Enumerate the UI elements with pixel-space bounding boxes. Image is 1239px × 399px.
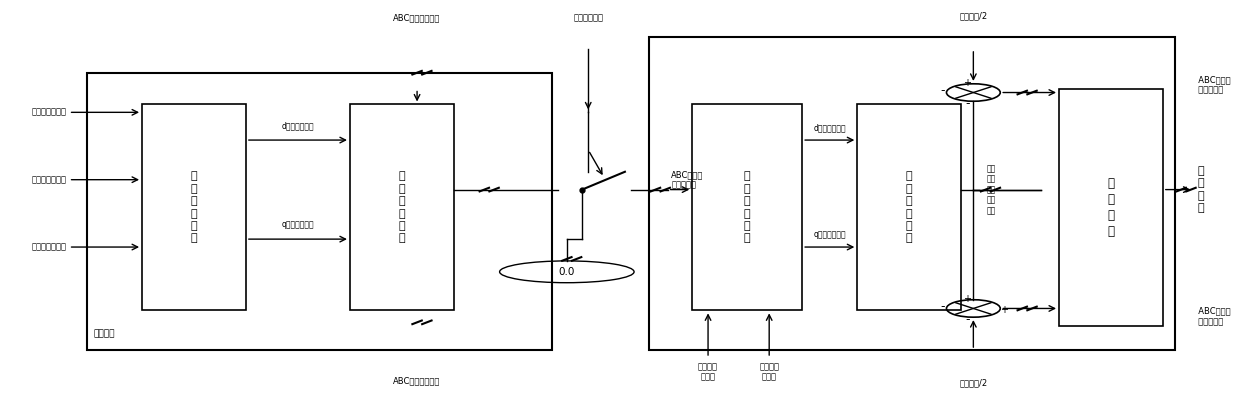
Text: ABC相下桥臂电流: ABC相下桥臂电流: [394, 377, 441, 386]
FancyBboxPatch shape: [1059, 89, 1163, 326]
Text: 内
环
电
流
控
制: 内 环 电 流 控 制: [906, 172, 912, 243]
Text: 环流控制: 环流控制: [93, 329, 114, 338]
Text: 交流侧有功功率: 交流侧有功功率: [31, 175, 66, 184]
Text: -: -: [965, 313, 969, 326]
Text: 调
制
算
法: 调 制 算 法: [1108, 177, 1114, 238]
Text: 0.0: 0.0: [559, 267, 575, 277]
Text: 环流控制使能: 环流控制使能: [574, 13, 603, 22]
Text: 直流电压/2: 直流电压/2: [959, 379, 987, 388]
FancyBboxPatch shape: [87, 73, 551, 350]
Text: 环
流
内
环
控
制: 环 流 内 环 控 制: [399, 172, 405, 243]
Text: 直流电压/2: 直流电压/2: [959, 11, 987, 20]
Text: ABC相上桥
  臂参考电压: ABC相上桥 臂参考电压: [1193, 75, 1232, 94]
Text: q轴电流参考值: q轴电流参考值: [813, 230, 846, 239]
Text: ABC相上桥臂电流: ABC相上桥臂电流: [394, 13, 441, 22]
Text: ABC相下桥
  臂参考电压: ABC相下桥 臂参考电压: [1193, 307, 1232, 326]
FancyBboxPatch shape: [857, 105, 961, 310]
Text: 无功功率
参考值: 无功功率 参考值: [760, 362, 779, 381]
FancyBboxPatch shape: [349, 105, 453, 310]
Text: 触
发
脉
冲: 触 发 脉 冲: [1197, 166, 1204, 213]
Text: -: -: [965, 97, 969, 110]
Text: d轴环流参考值: d轴环流参考值: [281, 121, 315, 130]
Text: +: +: [963, 78, 971, 88]
Text: 阀电流目标峰值: 阀电流目标峰值: [31, 108, 66, 117]
Text: +: +: [1000, 306, 1007, 316]
Text: -: -: [940, 84, 945, 97]
Text: 环
流
外
环
控
制: 环 流 外 环 控 制: [191, 172, 197, 243]
FancyBboxPatch shape: [142, 105, 245, 310]
Text: d轴电流参考值: d轴电流参考值: [813, 123, 846, 132]
Text: 有功功率
参考值: 有功功率 参考值: [698, 362, 719, 381]
Text: 交流侧无功功率: 交流侧无功功率: [31, 243, 66, 251]
Text: -: -: [940, 300, 945, 313]
Text: ABC相环流
电压参考值: ABC相环流 电压参考值: [672, 170, 704, 190]
Text: +: +: [963, 294, 971, 304]
Text: 外
环
功
率
控
制: 外 环 功 率 控 制: [743, 172, 751, 243]
FancyBboxPatch shape: [693, 105, 802, 310]
Text: q轴环流参考值: q轴环流参考值: [281, 220, 315, 229]
Text: 三相
内部
电动
势参
考值: 三相 内部 电动 势参 考值: [987, 164, 996, 215]
